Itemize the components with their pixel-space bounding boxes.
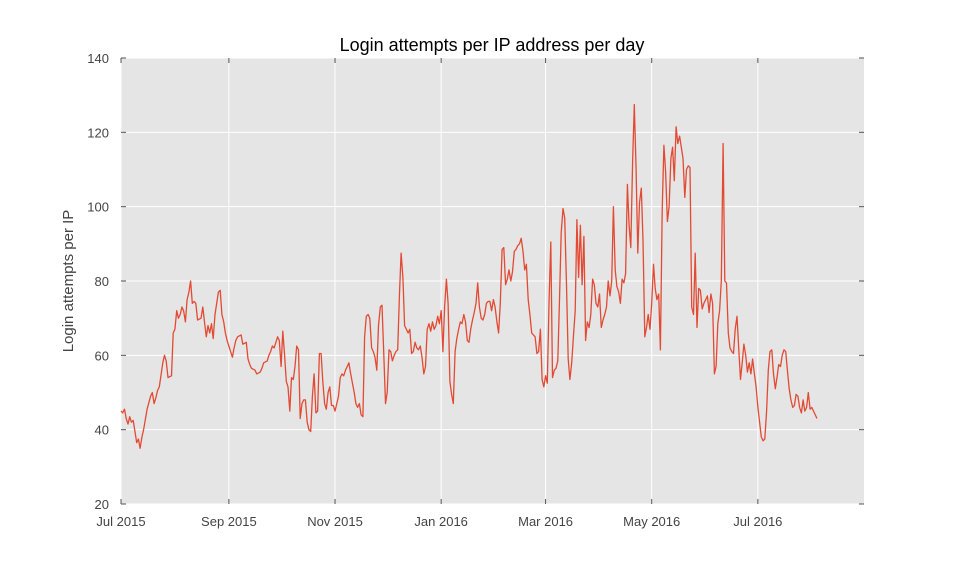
y-tick-label: 40 [95,423,109,438]
x-tick-label: Jul 2016 [733,514,782,529]
x-tick-label: Jul 2015 [96,514,145,529]
x-tick-label: Nov 2015 [307,514,363,529]
y-tick-label: 100 [87,200,109,215]
series-group [120,103,818,449]
y-tick-label: 140 [87,51,109,66]
x-tick-label: May 2016 [623,514,680,529]
y-axis-label: Login attempts per IP [60,210,77,353]
series-line [120,103,818,449]
x-tick-label: Jan 2016 [414,514,468,529]
y-tick-label: 120 [87,125,109,140]
gridlines [120,57,864,505]
x-tick-label: Sep 2015 [201,514,257,529]
x-tick-labels: Jul 2015 Sep 2015 Nov 2015 Jan 2016 Mar 2016… [96,514,782,529]
y-tick-label: 20 [95,497,109,512]
x-tick-label: Mar 2016 [518,514,573,529]
y-tick-label: 60 [95,348,109,363]
y-tick-label: 80 [95,274,109,289]
y-tick-labels: 20 40 60 80 100 120 140 [87,51,109,512]
tick-marks [120,57,864,505]
chart-title: Login attempts per IP address per day [340,35,645,55]
